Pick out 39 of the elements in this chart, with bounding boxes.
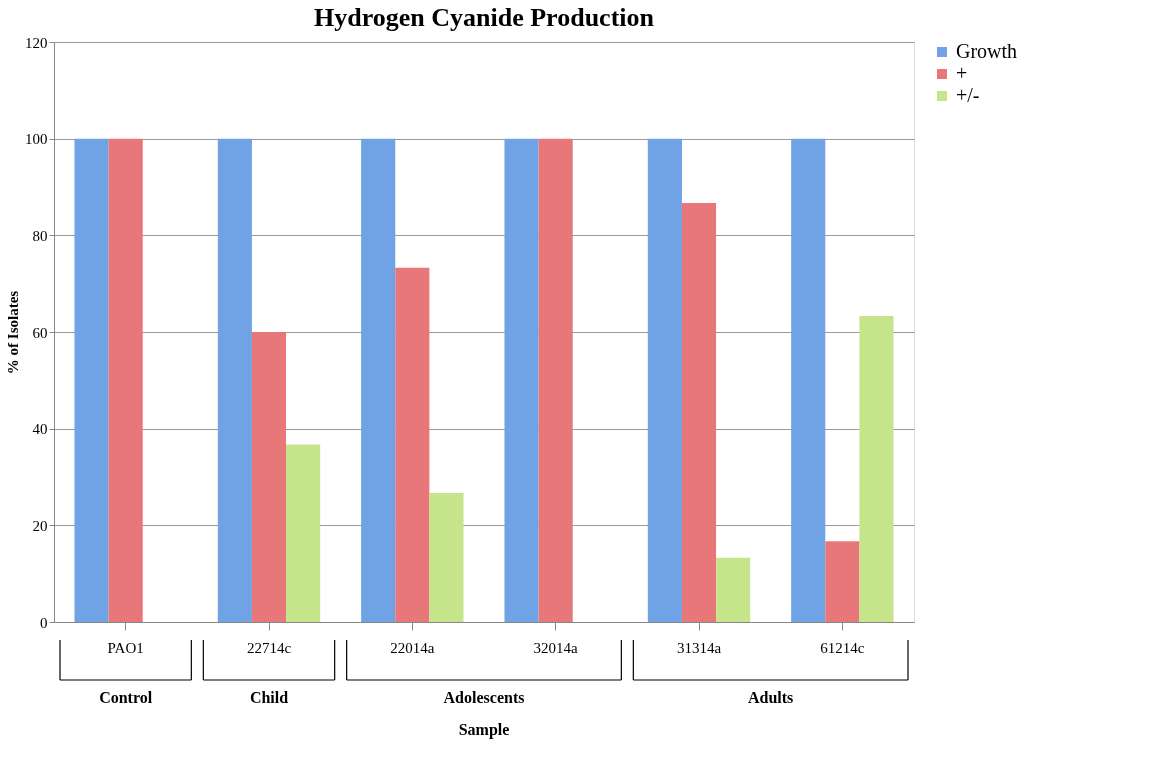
bar xyxy=(538,138,573,622)
y-tick-label: 40 xyxy=(32,421,48,438)
x-tick-label: 31314a xyxy=(676,639,722,656)
bar xyxy=(74,138,109,622)
text: Adolescents xyxy=(443,689,525,706)
bar xyxy=(361,138,396,622)
x-tick-label: 22714c xyxy=(246,639,292,656)
y-tick-label: 80 xyxy=(32,227,48,244)
bar xyxy=(108,138,143,622)
text: Control xyxy=(99,689,153,706)
y-tick-label: 100 xyxy=(25,131,48,148)
y-axis-title: % of Isolates xyxy=(5,290,21,375)
bar xyxy=(429,492,464,622)
bar xyxy=(716,557,751,622)
x-tick-label: 61214c xyxy=(820,639,865,656)
y-tick-label: 60 xyxy=(32,324,48,341)
legend-label: Growth xyxy=(956,40,1018,62)
y-tick-label: 0 xyxy=(40,614,48,631)
legend-label: + xyxy=(956,62,968,84)
x-tick-label: 22014a xyxy=(390,639,435,656)
bar xyxy=(286,444,321,622)
bar xyxy=(859,316,894,622)
x-axis-title: Sample xyxy=(458,721,510,739)
bar xyxy=(791,138,826,622)
x-tick-label: PAO1 xyxy=(107,639,144,656)
bar xyxy=(681,202,717,622)
bar xyxy=(825,541,860,622)
x-tick-label: 32014a xyxy=(533,639,579,656)
y-tick-label: 120 xyxy=(25,34,48,51)
bar xyxy=(504,138,539,622)
legend-label: +/- xyxy=(956,84,980,106)
y-tick-label: 20 xyxy=(32,517,48,534)
bar xyxy=(395,267,430,622)
bar xyxy=(217,138,252,622)
text: Child xyxy=(249,689,289,706)
bar xyxy=(647,138,682,622)
chart-title: Hydrogen Cyanide Production xyxy=(314,3,655,32)
text: Adults xyxy=(747,689,794,706)
bar xyxy=(251,332,287,622)
